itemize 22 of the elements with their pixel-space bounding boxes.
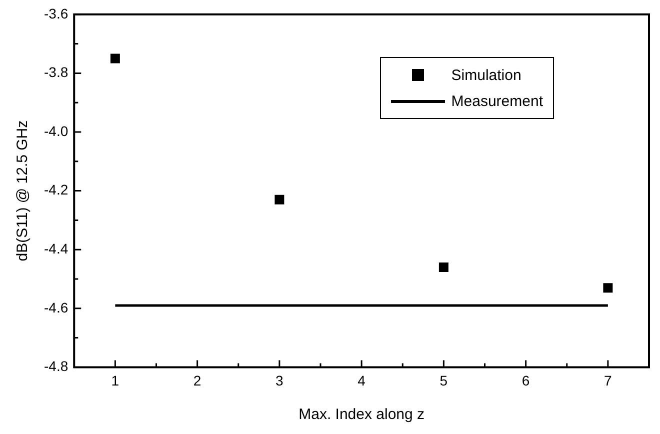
x-tick-label: 6 [522, 372, 530, 388]
point [603, 283, 613, 293]
y-tick-label: -3.6 [44, 5, 68, 22]
x-tick-label: 3 [276, 372, 284, 388]
y-tick-label: -4.2 [44, 182, 68, 198]
y-tick-label: -3.8 [44, 64, 68, 80]
x-axis-title: Max. Index along z [298, 406, 425, 424]
y-tick-label: -4.6 [44, 299, 68, 316]
y-tick-label: -4.0 [44, 122, 68, 139]
x-tick-label: 4 [358, 372, 366, 388]
x-tick-label: 1 [111, 372, 120, 388]
legend-label: Simulation [451, 66, 522, 84]
y-axis-title: dB(S11) @ 12.5 GHz [14, 120, 32, 262]
x-tick-label: 5 [440, 372, 448, 388]
y-tick-label: -4.4 [44, 240, 68, 256]
x-tick-label: 7 [604, 372, 612, 388]
point [274, 194, 284, 204]
legend-label: Measurement [451, 92, 543, 110]
y-tick-label: -4.8 [44, 358, 68, 374]
x-tick-label: 2 [193, 372, 202, 388]
point [110, 54, 120, 64]
point [438, 262, 448, 272]
